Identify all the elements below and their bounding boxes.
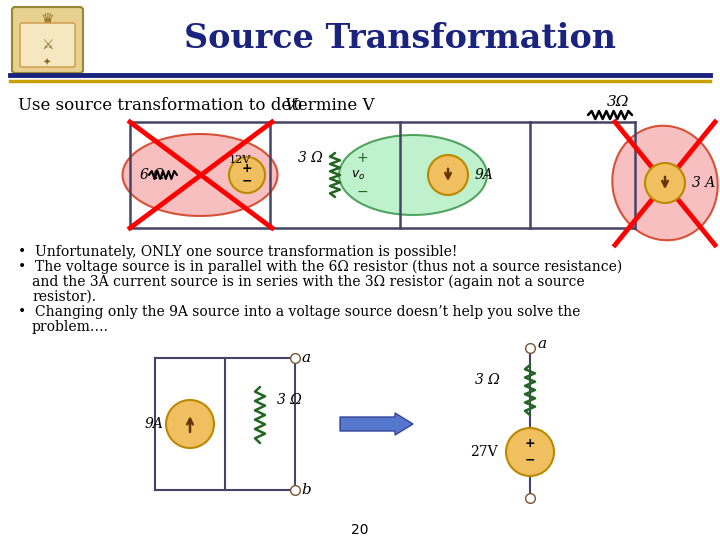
Text: 3 A: 3 A [692, 176, 715, 190]
Text: b: b [301, 483, 311, 497]
Text: V: V [284, 97, 296, 114]
Text: −: − [242, 175, 252, 188]
Text: 20: 20 [351, 523, 369, 537]
Text: 6 Ω: 6 Ω [140, 168, 164, 182]
Text: resistor).: resistor). [32, 290, 96, 304]
Text: ♛: ♛ [40, 11, 54, 26]
Text: 9A: 9A [475, 168, 494, 182]
Text: •  Unfortunately, ONLY one source transformation is possible!: • Unfortunately, ONLY one source transfo… [18, 245, 457, 259]
Circle shape [506, 428, 554, 476]
Text: −: − [356, 185, 368, 199]
FancyArrow shape [340, 413, 413, 435]
Ellipse shape [339, 135, 487, 215]
Text: •  Changing only the 9A source into a voltage source doesn’t help you solve the: • Changing only the 9A source into a vol… [18, 305, 580, 319]
Text: 3Ω: 3Ω [607, 95, 629, 109]
Text: •  The voltage source is in parallel with the 6Ω resistor (thus not a source res: • The voltage source is in parallel with… [18, 260, 622, 274]
Text: +: + [356, 151, 368, 165]
Circle shape [229, 157, 265, 193]
Text: $v_o$: $v_o$ [351, 168, 365, 181]
FancyBboxPatch shape [20, 23, 75, 67]
Text: ✦: ✦ [43, 58, 51, 68]
Text: problem….: problem…. [32, 320, 109, 334]
Text: a: a [537, 337, 546, 351]
Ellipse shape [612, 126, 718, 240]
Text: a: a [301, 351, 310, 365]
Text: 3 Ω: 3 Ω [475, 373, 500, 387]
Text: 0: 0 [293, 100, 301, 113]
Text: +: + [525, 437, 535, 450]
Text: 3 Ω: 3 Ω [277, 393, 302, 407]
Text: ⚔: ⚔ [41, 38, 53, 52]
Circle shape [645, 163, 685, 203]
Ellipse shape [122, 134, 277, 216]
Text: 9A: 9A [144, 417, 163, 431]
Text: Use source transformation to determine V: Use source transformation to determine V [18, 97, 374, 114]
Text: −: − [525, 454, 535, 467]
FancyBboxPatch shape [12, 7, 83, 73]
Circle shape [428, 155, 468, 195]
Circle shape [166, 400, 214, 448]
Text: Source Transformation: Source Transformation [184, 22, 616, 55]
Text: +: + [242, 162, 252, 175]
Text: and the 3A current source is in series with the 3Ω resistor (again not a source: and the 3A current source is in series w… [32, 275, 585, 289]
Text: 3 Ω: 3 Ω [297, 151, 323, 165]
Text: 12V: 12V [229, 155, 251, 165]
Text: 27V: 27V [470, 445, 498, 459]
